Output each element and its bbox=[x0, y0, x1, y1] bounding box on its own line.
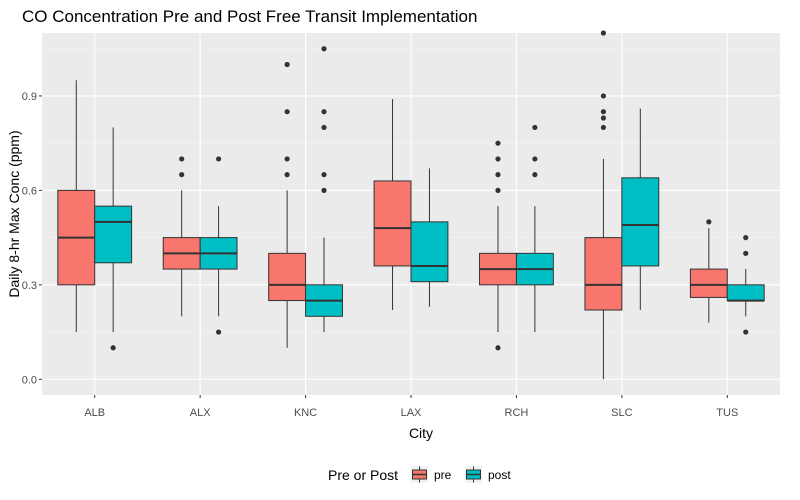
box-post-KNC bbox=[305, 46, 343, 333]
outlier-point bbox=[495, 172, 501, 178]
outlier-point bbox=[215, 156, 222, 162]
box-post-SLC bbox=[621, 108, 660, 311]
outlier-point bbox=[600, 115, 607, 121]
box-pre-ALX bbox=[162, 156, 201, 317]
y-tick-label: 0.6 bbox=[22, 185, 37, 197]
legend: Pre or Post pre post bbox=[328, 466, 511, 483]
outlier-point bbox=[495, 140, 501, 146]
box-body bbox=[584, 237, 623, 311]
outlier-point bbox=[706, 219, 712, 225]
outlier-point bbox=[321, 46, 327, 52]
outlier-point bbox=[600, 30, 607, 36]
box-body bbox=[373, 180, 412, 267]
outlier-point bbox=[284, 61, 290, 68]
outlier-point bbox=[284, 156, 290, 162]
box-body bbox=[268, 252, 307, 302]
outlier-point bbox=[321, 109, 327, 115]
box-body bbox=[726, 284, 765, 302]
boxes bbox=[57, 30, 765, 380]
box-post-LAX bbox=[410, 168, 449, 307]
outlier-point bbox=[743, 235, 749, 241]
outlier-point bbox=[600, 124, 607, 131]
y-axis-title: Daily 8-hr Max Conc (ppm) bbox=[6, 130, 22, 297]
box-body bbox=[94, 205, 133, 264]
outlier-point bbox=[600, 109, 607, 115]
outlier-point bbox=[495, 345, 501, 351]
outlier-point bbox=[495, 187, 501, 193]
legend-title: Pre or Post bbox=[328, 467, 398, 483]
outlier-point bbox=[284, 172, 290, 178]
y-tick-label: 0.9 bbox=[22, 91, 37, 103]
outlier-point bbox=[743, 250, 749, 256]
y-tick-label: 0.3 bbox=[22, 280, 37, 292]
outlier-point bbox=[743, 329, 749, 335]
box-pre-SLC bbox=[584, 30, 623, 380]
box-body bbox=[410, 221, 449, 283]
box-pre-KNC bbox=[268, 61, 307, 348]
outlier-point bbox=[600, 93, 607, 99]
box-post-ALB bbox=[94, 127, 133, 351]
x-axis-title: City bbox=[409, 425, 433, 441]
chart-title: CO Concentration Pre and Post Free Trans… bbox=[22, 7, 477, 26]
box-post-RCH bbox=[515, 124, 554, 333]
box-body bbox=[621, 177, 660, 267]
x-tick-label: LAX bbox=[401, 407, 422, 419]
outlier-point bbox=[532, 156, 538, 162]
grid bbox=[42, 33, 780, 395]
outlier-point bbox=[110, 345, 116, 351]
box-pre-TUS bbox=[689, 219, 728, 323]
x-tick-label: ALB bbox=[84, 407, 105, 419]
legend-label-post: post bbox=[488, 468, 511, 482]
x-tick-label: ALX bbox=[190, 407, 211, 419]
outlier-point bbox=[215, 329, 222, 335]
y-tick-label: 0.0 bbox=[22, 374, 37, 386]
x-tick-label: KNC bbox=[294, 407, 317, 419]
outlier-point bbox=[495, 156, 501, 162]
outlier-point bbox=[179, 156, 185, 162]
outlier-point bbox=[321, 187, 327, 193]
box-body bbox=[689, 268, 728, 298]
y-axis: 0.0 0.3 0.6 0.9 bbox=[22, 91, 42, 386]
x-tick-label: SLC bbox=[611, 407, 632, 419]
legend-key-post bbox=[465, 466, 482, 483]
box-post-TUS bbox=[726, 235, 765, 335]
outlier-point bbox=[321, 124, 327, 131]
box-pre-ALB bbox=[57, 80, 96, 333]
x-axis: ALB ALX KNC LAX RCH SLC TUS bbox=[84, 395, 738, 419]
outlier-point bbox=[532, 172, 538, 178]
x-tick-label: RCH bbox=[505, 407, 529, 419]
box-pre-LAX bbox=[373, 99, 412, 311]
outlier-point bbox=[284, 109, 290, 115]
outlier-point bbox=[321, 172, 327, 178]
legend-key-pre bbox=[411, 466, 428, 483]
box-post-ALX bbox=[199, 156, 238, 335]
outlier-point bbox=[532, 124, 538, 131]
x-tick-label: TUS bbox=[716, 407, 738, 419]
box-pre-RCH bbox=[479, 140, 517, 351]
legend-label-pre: pre bbox=[434, 468, 452, 482]
outlier-point bbox=[179, 172, 185, 178]
